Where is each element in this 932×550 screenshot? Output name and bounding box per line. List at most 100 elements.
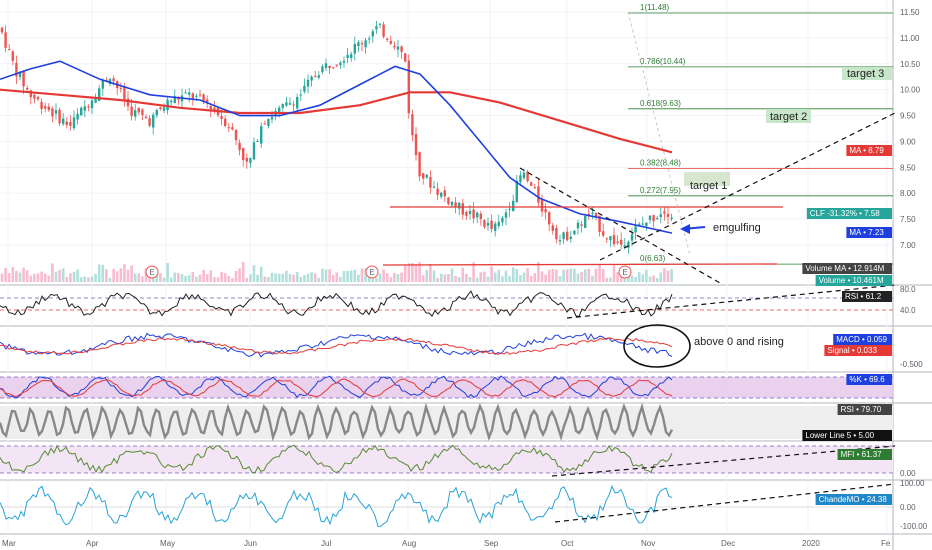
candle-body (468, 210, 472, 214)
volume-bar (504, 270, 508, 282)
volume-bar (400, 272, 403, 282)
volume-bar (216, 277, 220, 282)
candle-body (101, 80, 104, 89)
candle-body (83, 106, 86, 111)
price-tick-label: 11.50 (900, 8, 920, 17)
candle-body (562, 232, 565, 240)
volume-bar (547, 269, 551, 282)
candle-body (188, 92, 191, 95)
value-badge-label: MA • 7.23 (849, 228, 884, 237)
volume-bar (281, 273, 285, 282)
volume-bar (299, 277, 303, 282)
svg-text:0.00: 0.00 (900, 503, 916, 512)
svg-text:80.0: 80.0 (900, 285, 916, 294)
candle-body (663, 211, 666, 214)
value-badge (846, 374, 892, 385)
candle-body (152, 114, 155, 128)
candle-body (76, 113, 79, 120)
candle-body (278, 107, 281, 113)
candle-body (483, 220, 486, 227)
volume-bar (436, 277, 439, 282)
volume-bar (126, 269, 130, 282)
volume-bar (601, 268, 605, 282)
volume-bar (565, 269, 569, 282)
candle-body (173, 96, 176, 104)
volume-bar (551, 268, 555, 282)
volume-bar (162, 277, 166, 282)
volume-bar (450, 268, 454, 282)
earnings-marker-label: E (150, 268, 155, 277)
candle-body (612, 235, 616, 245)
volume-bar (306, 273, 310, 282)
x-tick-label: May (160, 539, 175, 548)
earnings-marker (618, 265, 632, 279)
candle-body (648, 215, 652, 220)
svg-text:-0.500: -0.500 (900, 360, 923, 369)
candle-body (404, 53, 407, 62)
volume-bar (540, 271, 544, 282)
volume-bar (213, 277, 216, 282)
candle-body (112, 78, 115, 82)
volume-bar (155, 273, 159, 282)
candle-body (371, 31, 374, 37)
candle-body (598, 215, 601, 233)
candle-body (641, 223, 644, 225)
volume-bar (443, 274, 447, 282)
volume-bar (389, 277, 393, 282)
candle-body (540, 199, 544, 212)
candle-body (162, 107, 166, 111)
volume-bar (94, 273, 97, 282)
candle-body (29, 90, 32, 98)
volume-bar (61, 268, 65, 282)
volume-bar (25, 270, 29, 282)
candle-body (155, 109, 158, 116)
volume-bar (15, 270, 18, 282)
candle-body (634, 226, 637, 233)
right-value-badges: MA • 8.79 CLF -31.32% • 7.58 MA • 7.23 Volu… (802, 145, 892, 505)
volume-bar (616, 272, 619, 282)
price-tick-label: 7.50 (900, 215, 916, 224)
candle-body (281, 104, 284, 108)
candle-body (616, 241, 619, 243)
candle-body (249, 158, 252, 163)
volume-bar (522, 272, 526, 282)
candle-body (256, 140, 259, 142)
target-2-label: target 2 (770, 111, 807, 123)
candle-body (357, 42, 360, 47)
candle-body (22, 71, 25, 87)
volume-bar (90, 276, 94, 282)
volume-bar (40, 271, 43, 282)
svg-text:0.00: 0.00 (900, 469, 916, 478)
candle-body (587, 213, 590, 216)
value-badge-label: %K • 69.6 (849, 375, 885, 384)
volume-bar (220, 271, 223, 282)
volume-bar (511, 267, 515, 282)
earnings-marker (145, 265, 159, 279)
candle-body (627, 241, 630, 248)
volume-bar (339, 277, 342, 282)
volume-bar (202, 269, 205, 282)
volume-bar (205, 274, 209, 282)
candle-body (620, 239, 623, 245)
candle-body (393, 45, 396, 48)
candle-body (465, 211, 468, 216)
candle-body (544, 209, 547, 213)
volume-bar (288, 274, 292, 282)
volume-bar (79, 277, 83, 282)
volume-bar (191, 271, 195, 282)
volume-bar (357, 274, 360, 282)
volume-bar (465, 273, 468, 282)
volume-bar (43, 273, 47, 282)
target-2-box: target 2 (766, 109, 811, 123)
volume-bar (346, 270, 349, 282)
volume-bar (583, 269, 587, 282)
candle-body (90, 100, 94, 109)
volume-bar (303, 274, 306, 282)
candle-body (425, 174, 428, 178)
candle-body (447, 197, 450, 205)
fib-label: 0.272(7.95) (640, 186, 681, 195)
volume-bar (637, 272, 641, 282)
volume-bar (411, 262, 414, 282)
candle-body (656, 218, 659, 220)
volume-bar (184, 275, 187, 282)
